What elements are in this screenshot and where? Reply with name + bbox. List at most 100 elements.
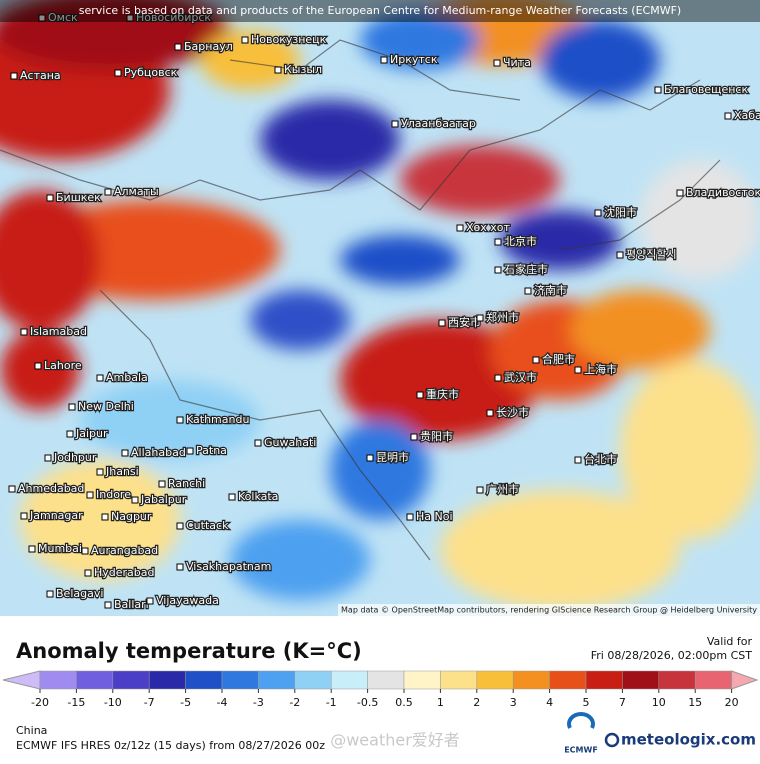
city-marker bbox=[493, 59, 501, 67]
city-marker bbox=[494, 374, 502, 382]
city-label: Jaipur bbox=[75, 427, 108, 440]
city-label: 上海市 bbox=[584, 362, 617, 376]
colorbar-tick-label: 0.5 bbox=[395, 696, 413, 709]
city-marker bbox=[46, 590, 54, 598]
city-marker bbox=[176, 416, 184, 424]
city-marker bbox=[44, 454, 52, 462]
colorbar-cell bbox=[112, 670, 150, 690]
city-label: Vijayawada bbox=[156, 594, 219, 607]
city-label: 台北市 bbox=[584, 452, 617, 466]
colorbar-cell bbox=[294, 670, 332, 690]
city-marker bbox=[476, 486, 484, 494]
colorbar: -20 -15 -10 -7 -5 -4 -3 -2 -1 -0.5 0.5 1 2 3 4 5 7 10 15 20 bbox=[2, 670, 759, 709]
colorbar-cell bbox=[39, 670, 77, 690]
city-marker bbox=[254, 439, 262, 447]
city-label: Belagavi bbox=[56, 587, 103, 600]
city-marker bbox=[131, 496, 139, 504]
city-label: 北京市 bbox=[504, 234, 537, 248]
city-marker bbox=[126, 14, 134, 22]
city-marker bbox=[494, 238, 502, 246]
colorbar-cell bbox=[258, 670, 296, 690]
valid-label: Valid for bbox=[707, 635, 753, 648]
model: ECMWF IFS HRES 0z/12z (15 days) from 08/… bbox=[16, 739, 325, 752]
city-marker bbox=[10, 72, 18, 80]
city-label: Allahabad bbox=[131, 446, 186, 459]
colorbar-tick-label: 1 bbox=[437, 696, 444, 709]
colorbar-cell bbox=[148, 670, 186, 690]
city-marker bbox=[96, 468, 104, 476]
city-marker bbox=[406, 513, 414, 521]
colorbar-cell bbox=[658, 670, 696, 690]
city-marker bbox=[121, 449, 129, 457]
map: Омск Новосибирск Барнаул Новокузнецк Астана Р… bbox=[0, 0, 760, 616]
city-label: Хабар bbox=[734, 109, 760, 122]
city-marker bbox=[438, 319, 446, 327]
colorbar-cell bbox=[694, 670, 732, 690]
colorbar-cell bbox=[549, 670, 587, 690]
city-marker bbox=[34, 362, 42, 370]
city-label: Guwahati bbox=[264, 436, 316, 449]
city-label: Омск bbox=[48, 11, 78, 24]
city-marker bbox=[68, 403, 76, 411]
city-label: Бишкек bbox=[56, 191, 101, 204]
city-marker bbox=[104, 188, 112, 196]
colorbar-cell bbox=[76, 670, 114, 690]
city-label: 郑州市 bbox=[486, 310, 519, 324]
colorbar-cell bbox=[221, 670, 259, 690]
colorbar-cell bbox=[585, 670, 623, 690]
valid-time: Fri 08/28/2026, 02:00pm CST bbox=[591, 649, 753, 662]
city-label: 广州市 bbox=[486, 482, 519, 496]
city-label: 沈阳市 bbox=[604, 205, 637, 219]
city-label: Jamnagar bbox=[29, 509, 83, 522]
city-label: Aurangabad bbox=[91, 544, 158, 557]
city-label: Ha Noi bbox=[416, 510, 453, 523]
city-label: Lahore bbox=[44, 359, 82, 372]
colorbar-tick-label: 2 bbox=[473, 696, 480, 709]
city-marker bbox=[101, 513, 109, 521]
city-label: Новосибирск bbox=[136, 11, 211, 24]
colorbar-cell bbox=[476, 670, 514, 690]
colorbar-tick-label: 5 bbox=[583, 696, 590, 709]
city-marker bbox=[676, 189, 684, 197]
city-marker bbox=[274, 66, 282, 74]
city-marker bbox=[20, 328, 28, 336]
city-label: Indore bbox=[96, 488, 131, 501]
colorbar-tick-label: 3 bbox=[510, 696, 517, 709]
city-marker bbox=[241, 36, 249, 44]
city-marker bbox=[416, 391, 424, 399]
watermark: @weather爱好者 bbox=[330, 731, 460, 750]
city-label: Владивосток bbox=[686, 186, 760, 199]
colorbar-cell bbox=[367, 670, 405, 690]
city-label: 西安市 bbox=[448, 315, 481, 329]
city-marker bbox=[486, 409, 494, 417]
city-marker bbox=[724, 112, 732, 120]
colorbar-tick-label: -10 bbox=[104, 696, 122, 709]
city-label: Kolkata bbox=[238, 490, 278, 503]
city-marker bbox=[46, 194, 54, 202]
border bbox=[0, 39, 721, 561]
city-label: 평양직할시 bbox=[626, 248, 677, 261]
city-label: Ballari bbox=[114, 598, 149, 611]
city-label: Patna bbox=[196, 444, 227, 457]
colorbar-tick-label: 15 bbox=[688, 696, 702, 709]
city-label: Jodhpur bbox=[53, 451, 97, 464]
city-marker bbox=[524, 287, 532, 295]
city-label: Улаанбаатар bbox=[401, 117, 476, 130]
city-label: Cuttack bbox=[186, 519, 229, 532]
notice-bar bbox=[0, 0, 760, 22]
colorbar-tick-label: -15 bbox=[67, 696, 85, 709]
city-label: 武汉市 bbox=[504, 370, 537, 384]
colorbar-tick-label: -20 bbox=[31, 696, 49, 709]
city-label: Барнаул bbox=[184, 40, 233, 53]
colorbar-tick-label: 10 bbox=[652, 696, 666, 709]
colorbar-tick-label: 20 bbox=[725, 696, 739, 709]
city-marker bbox=[380, 56, 388, 64]
city-label: 长沙市 bbox=[496, 405, 529, 419]
city-labels: Омск Новосибирск Барнаул Новокузнецк Астана Р… bbox=[8, 10, 760, 612]
attribution-bg bbox=[338, 604, 760, 616]
colorbar-cell bbox=[330, 670, 368, 690]
city-label: 昆明市 bbox=[376, 450, 409, 464]
city-label: Ambala bbox=[106, 371, 148, 384]
